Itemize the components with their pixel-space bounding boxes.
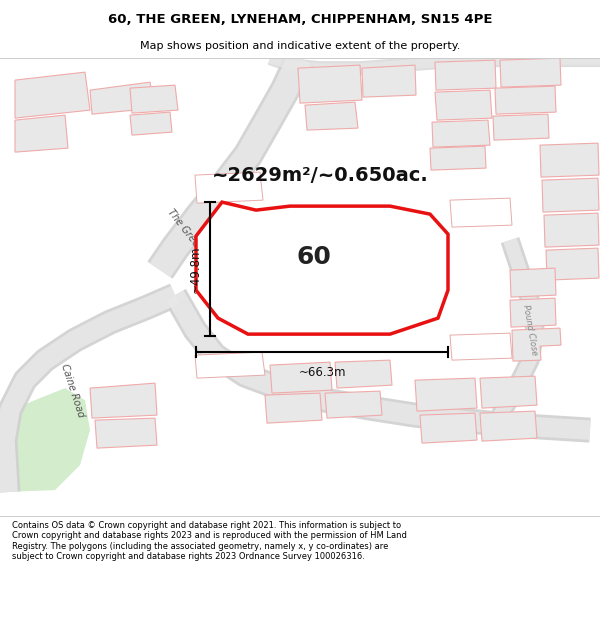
Polygon shape — [480, 376, 537, 408]
Polygon shape — [255, 253, 302, 287]
Polygon shape — [195, 172, 263, 203]
Text: The Green: The Green — [166, 207, 205, 253]
Polygon shape — [546, 248, 599, 280]
Polygon shape — [435, 90, 492, 120]
Polygon shape — [493, 114, 549, 140]
Polygon shape — [450, 198, 512, 227]
Text: ~2629m²/~0.650ac.: ~2629m²/~0.650ac. — [212, 166, 428, 184]
Polygon shape — [432, 120, 490, 147]
Polygon shape — [95, 418, 157, 448]
Polygon shape — [510, 268, 556, 297]
Polygon shape — [420, 413, 477, 443]
Polygon shape — [512, 328, 561, 361]
Text: Pound Close: Pound Close — [521, 304, 539, 356]
Polygon shape — [480, 411, 537, 441]
Text: ~49.8m: ~49.8m — [189, 246, 202, 293]
Polygon shape — [495, 86, 556, 114]
Polygon shape — [196, 202, 448, 334]
Text: ~66.3m: ~66.3m — [298, 366, 346, 379]
Polygon shape — [130, 85, 178, 113]
Polygon shape — [265, 393, 322, 423]
Polygon shape — [325, 391, 382, 418]
Polygon shape — [335, 360, 392, 388]
Text: Caine Road: Caine Road — [59, 362, 85, 418]
Polygon shape — [435, 60, 496, 90]
Polygon shape — [298, 65, 362, 103]
Polygon shape — [15, 72, 90, 118]
Polygon shape — [305, 102, 358, 130]
Polygon shape — [540, 143, 599, 177]
Polygon shape — [450, 333, 512, 360]
Polygon shape — [415, 378, 477, 411]
Polygon shape — [0, 388, 90, 492]
Polygon shape — [270, 362, 332, 393]
Polygon shape — [510, 298, 556, 327]
Polygon shape — [315, 225, 367, 255]
Polygon shape — [542, 178, 599, 212]
Polygon shape — [430, 146, 486, 170]
Text: Map shows position and indicative extent of the property.: Map shows position and indicative extent… — [140, 41, 460, 51]
Polygon shape — [255, 215, 308, 255]
Polygon shape — [362, 65, 416, 97]
Polygon shape — [90, 82, 155, 114]
Polygon shape — [500, 58, 561, 87]
Polygon shape — [90, 383, 157, 418]
Polygon shape — [544, 213, 599, 247]
Polygon shape — [195, 352, 265, 378]
Polygon shape — [15, 115, 68, 152]
Polygon shape — [130, 112, 172, 135]
Text: 60, THE GREEN, LYNEHAM, CHIPPENHAM, SN15 4PE: 60, THE GREEN, LYNEHAM, CHIPPENHAM, SN15… — [108, 12, 492, 26]
Text: 60: 60 — [296, 245, 331, 269]
Text: Contains OS data © Crown copyright and database right 2021. This information is : Contains OS data © Crown copyright and d… — [12, 521, 407, 561]
